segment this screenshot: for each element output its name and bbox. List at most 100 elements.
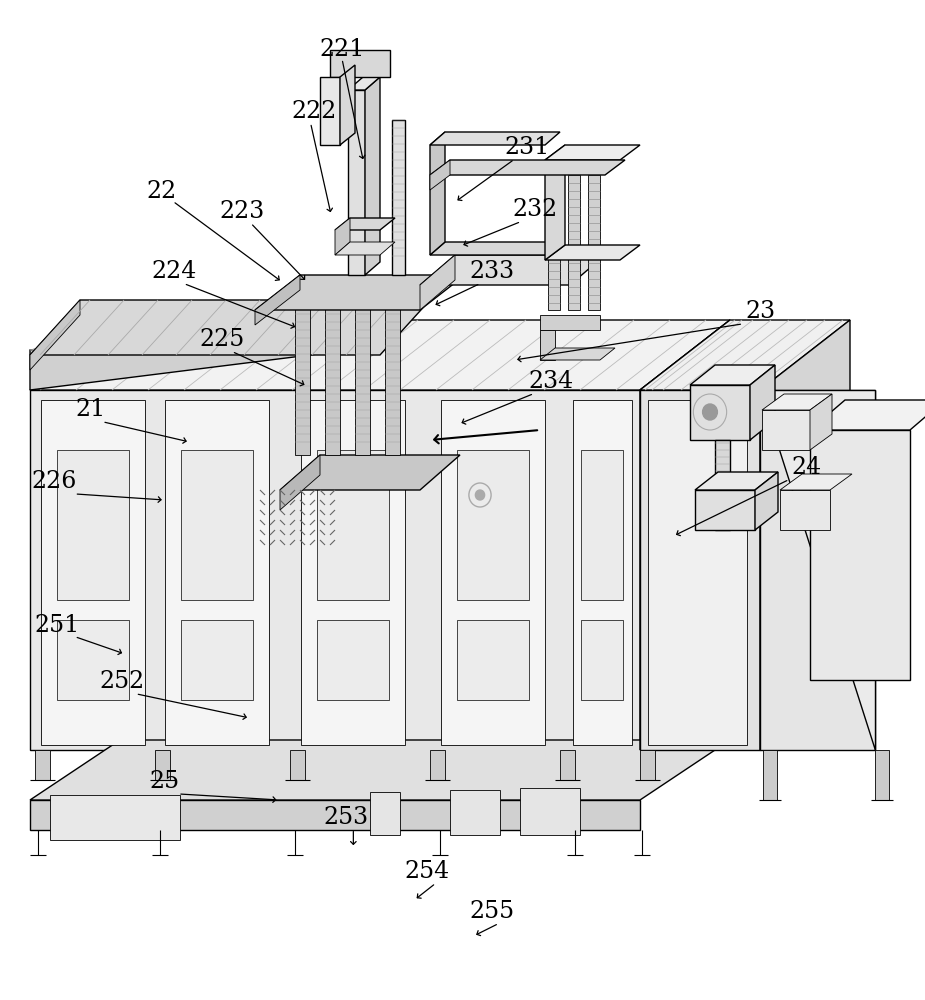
Circle shape bbox=[703, 404, 718, 420]
Text: 253: 253 bbox=[324, 806, 368, 830]
Polygon shape bbox=[41, 400, 145, 745]
Polygon shape bbox=[340, 65, 355, 145]
Polygon shape bbox=[780, 474, 852, 490]
Polygon shape bbox=[317, 450, 389, 600]
Polygon shape bbox=[430, 750, 445, 780]
Polygon shape bbox=[540, 330, 555, 360]
Polygon shape bbox=[648, 400, 747, 745]
Polygon shape bbox=[750, 365, 775, 440]
Polygon shape bbox=[320, 77, 340, 145]
Text: 254: 254 bbox=[405, 860, 450, 884]
Text: 234: 234 bbox=[529, 370, 574, 393]
Polygon shape bbox=[30, 310, 350, 390]
Polygon shape bbox=[457, 620, 529, 700]
Polygon shape bbox=[155, 750, 170, 780]
Polygon shape bbox=[430, 242, 560, 255]
Polygon shape bbox=[573, 400, 632, 745]
Polygon shape bbox=[695, 472, 778, 490]
Polygon shape bbox=[385, 290, 400, 455]
Polygon shape bbox=[430, 132, 560, 145]
Polygon shape bbox=[755, 472, 778, 530]
Polygon shape bbox=[165, 400, 269, 745]
Text: 251: 251 bbox=[35, 613, 80, 637]
Text: 231: 231 bbox=[505, 136, 549, 159]
Text: 225: 225 bbox=[200, 328, 244, 352]
Polygon shape bbox=[50, 795, 180, 840]
Polygon shape bbox=[295, 290, 310, 455]
Polygon shape bbox=[760, 390, 875, 750]
Polygon shape bbox=[780, 490, 830, 530]
Polygon shape bbox=[325, 290, 340, 455]
Polygon shape bbox=[330, 50, 390, 77]
Polygon shape bbox=[255, 275, 465, 310]
Polygon shape bbox=[810, 394, 832, 450]
Polygon shape bbox=[520, 788, 580, 835]
Polygon shape bbox=[581, 620, 623, 700]
Polygon shape bbox=[810, 430, 910, 680]
Polygon shape bbox=[548, 175, 560, 310]
Polygon shape bbox=[255, 275, 300, 325]
Polygon shape bbox=[335, 218, 350, 255]
Polygon shape bbox=[335, 242, 395, 255]
Polygon shape bbox=[301, 400, 405, 745]
Polygon shape bbox=[545, 245, 640, 260]
Polygon shape bbox=[545, 145, 565, 260]
Polygon shape bbox=[430, 160, 625, 175]
Polygon shape bbox=[348, 90, 365, 275]
Text: 233: 233 bbox=[470, 260, 514, 284]
Text: 226: 226 bbox=[31, 471, 77, 493]
Polygon shape bbox=[30, 740, 730, 800]
Polygon shape bbox=[57, 450, 129, 600]
Polygon shape bbox=[348, 77, 380, 90]
Polygon shape bbox=[540, 348, 615, 360]
Polygon shape bbox=[181, 620, 253, 700]
Polygon shape bbox=[280, 455, 460, 490]
Polygon shape bbox=[392, 120, 405, 275]
Polygon shape bbox=[420, 255, 605, 285]
Text: 255: 255 bbox=[470, 900, 514, 924]
Polygon shape bbox=[457, 450, 529, 600]
Text: 24: 24 bbox=[792, 456, 821, 480]
Polygon shape bbox=[560, 750, 575, 780]
Text: 232: 232 bbox=[512, 198, 557, 222]
Polygon shape bbox=[640, 390, 760, 750]
Polygon shape bbox=[370, 792, 400, 835]
Polygon shape bbox=[30, 390, 640, 750]
Polygon shape bbox=[57, 620, 129, 700]
Polygon shape bbox=[763, 400, 845, 745]
Polygon shape bbox=[640, 320, 730, 750]
Polygon shape bbox=[568, 175, 580, 310]
Text: 221: 221 bbox=[319, 38, 365, 62]
Polygon shape bbox=[181, 450, 253, 600]
Text: 23: 23 bbox=[746, 300, 775, 324]
Polygon shape bbox=[245, 690, 260, 720]
Polygon shape bbox=[430, 160, 450, 190]
Polygon shape bbox=[715, 440, 730, 530]
Polygon shape bbox=[380, 690, 395, 720]
Polygon shape bbox=[763, 750, 777, 800]
Polygon shape bbox=[430, 132, 445, 255]
Polygon shape bbox=[280, 455, 320, 510]
Polygon shape bbox=[581, 450, 623, 600]
Polygon shape bbox=[810, 400, 925, 430]
Polygon shape bbox=[640, 750, 655, 780]
Polygon shape bbox=[588, 175, 600, 310]
Polygon shape bbox=[30, 300, 80, 370]
Polygon shape bbox=[545, 145, 640, 160]
Polygon shape bbox=[35, 750, 50, 780]
Polygon shape bbox=[365, 77, 380, 275]
Polygon shape bbox=[450, 790, 500, 835]
Polygon shape bbox=[30, 300, 430, 355]
Polygon shape bbox=[640, 690, 655, 720]
Text: 21: 21 bbox=[76, 398, 105, 422]
Text: 223: 223 bbox=[220, 200, 265, 224]
Polygon shape bbox=[290, 750, 305, 780]
Polygon shape bbox=[335, 218, 395, 230]
Polygon shape bbox=[30, 320, 730, 390]
Polygon shape bbox=[125, 690, 140, 720]
Polygon shape bbox=[690, 385, 750, 440]
Polygon shape bbox=[317, 620, 389, 700]
Polygon shape bbox=[420, 255, 455, 310]
Polygon shape bbox=[441, 400, 545, 745]
Polygon shape bbox=[540, 315, 600, 330]
